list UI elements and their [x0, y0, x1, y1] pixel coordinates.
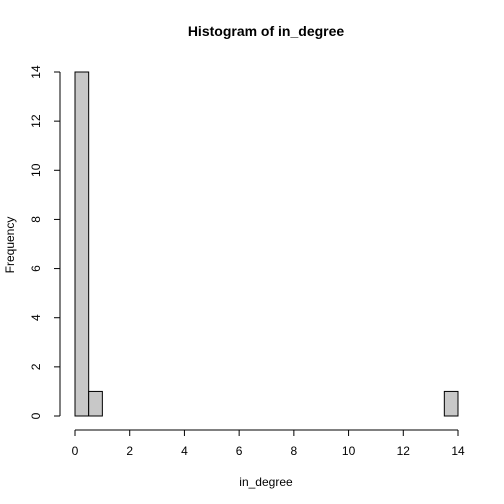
x-tick-label: 2 [126, 444, 133, 458]
x-tick-label: 12 [397, 444, 411, 458]
y-tick-label: 6 [29, 265, 43, 272]
x-tick-label: 14 [451, 444, 465, 458]
bars-group [74, 71, 459, 417]
x-tick-label: 0 [72, 444, 79, 458]
histogram-bar [443, 390, 459, 417]
x-tick-label: 4 [181, 444, 188, 458]
y-axis: 0 2 4 6 8 10 12 14 [29, 65, 61, 419]
y-tick-label: 2 [29, 363, 43, 370]
y-tick-label: 14 [29, 65, 43, 79]
x-tick-label: 8 [291, 444, 298, 458]
y-tick-label: 10 [29, 163, 43, 177]
y-tick-label: 8 [29, 216, 43, 223]
histogram-bar [74, 71, 90, 417]
x-tick-label: 10 [342, 444, 356, 458]
y-tick-label: 0 [29, 412, 43, 419]
histogram-bar [88, 390, 103, 417]
x-tick-label: 6 [236, 444, 243, 458]
x-axis: 0 2 4 6 8 10 12 14 [72, 429, 465, 458]
y-tick-label: 4 [29, 314, 43, 321]
y-tick-label: 12 [29, 114, 43, 128]
y-axis-label: Frequency [3, 217, 17, 274]
x-axis-label: in_degree [239, 475, 293, 489]
chart-title: Histogram of in_degree [188, 23, 345, 39]
